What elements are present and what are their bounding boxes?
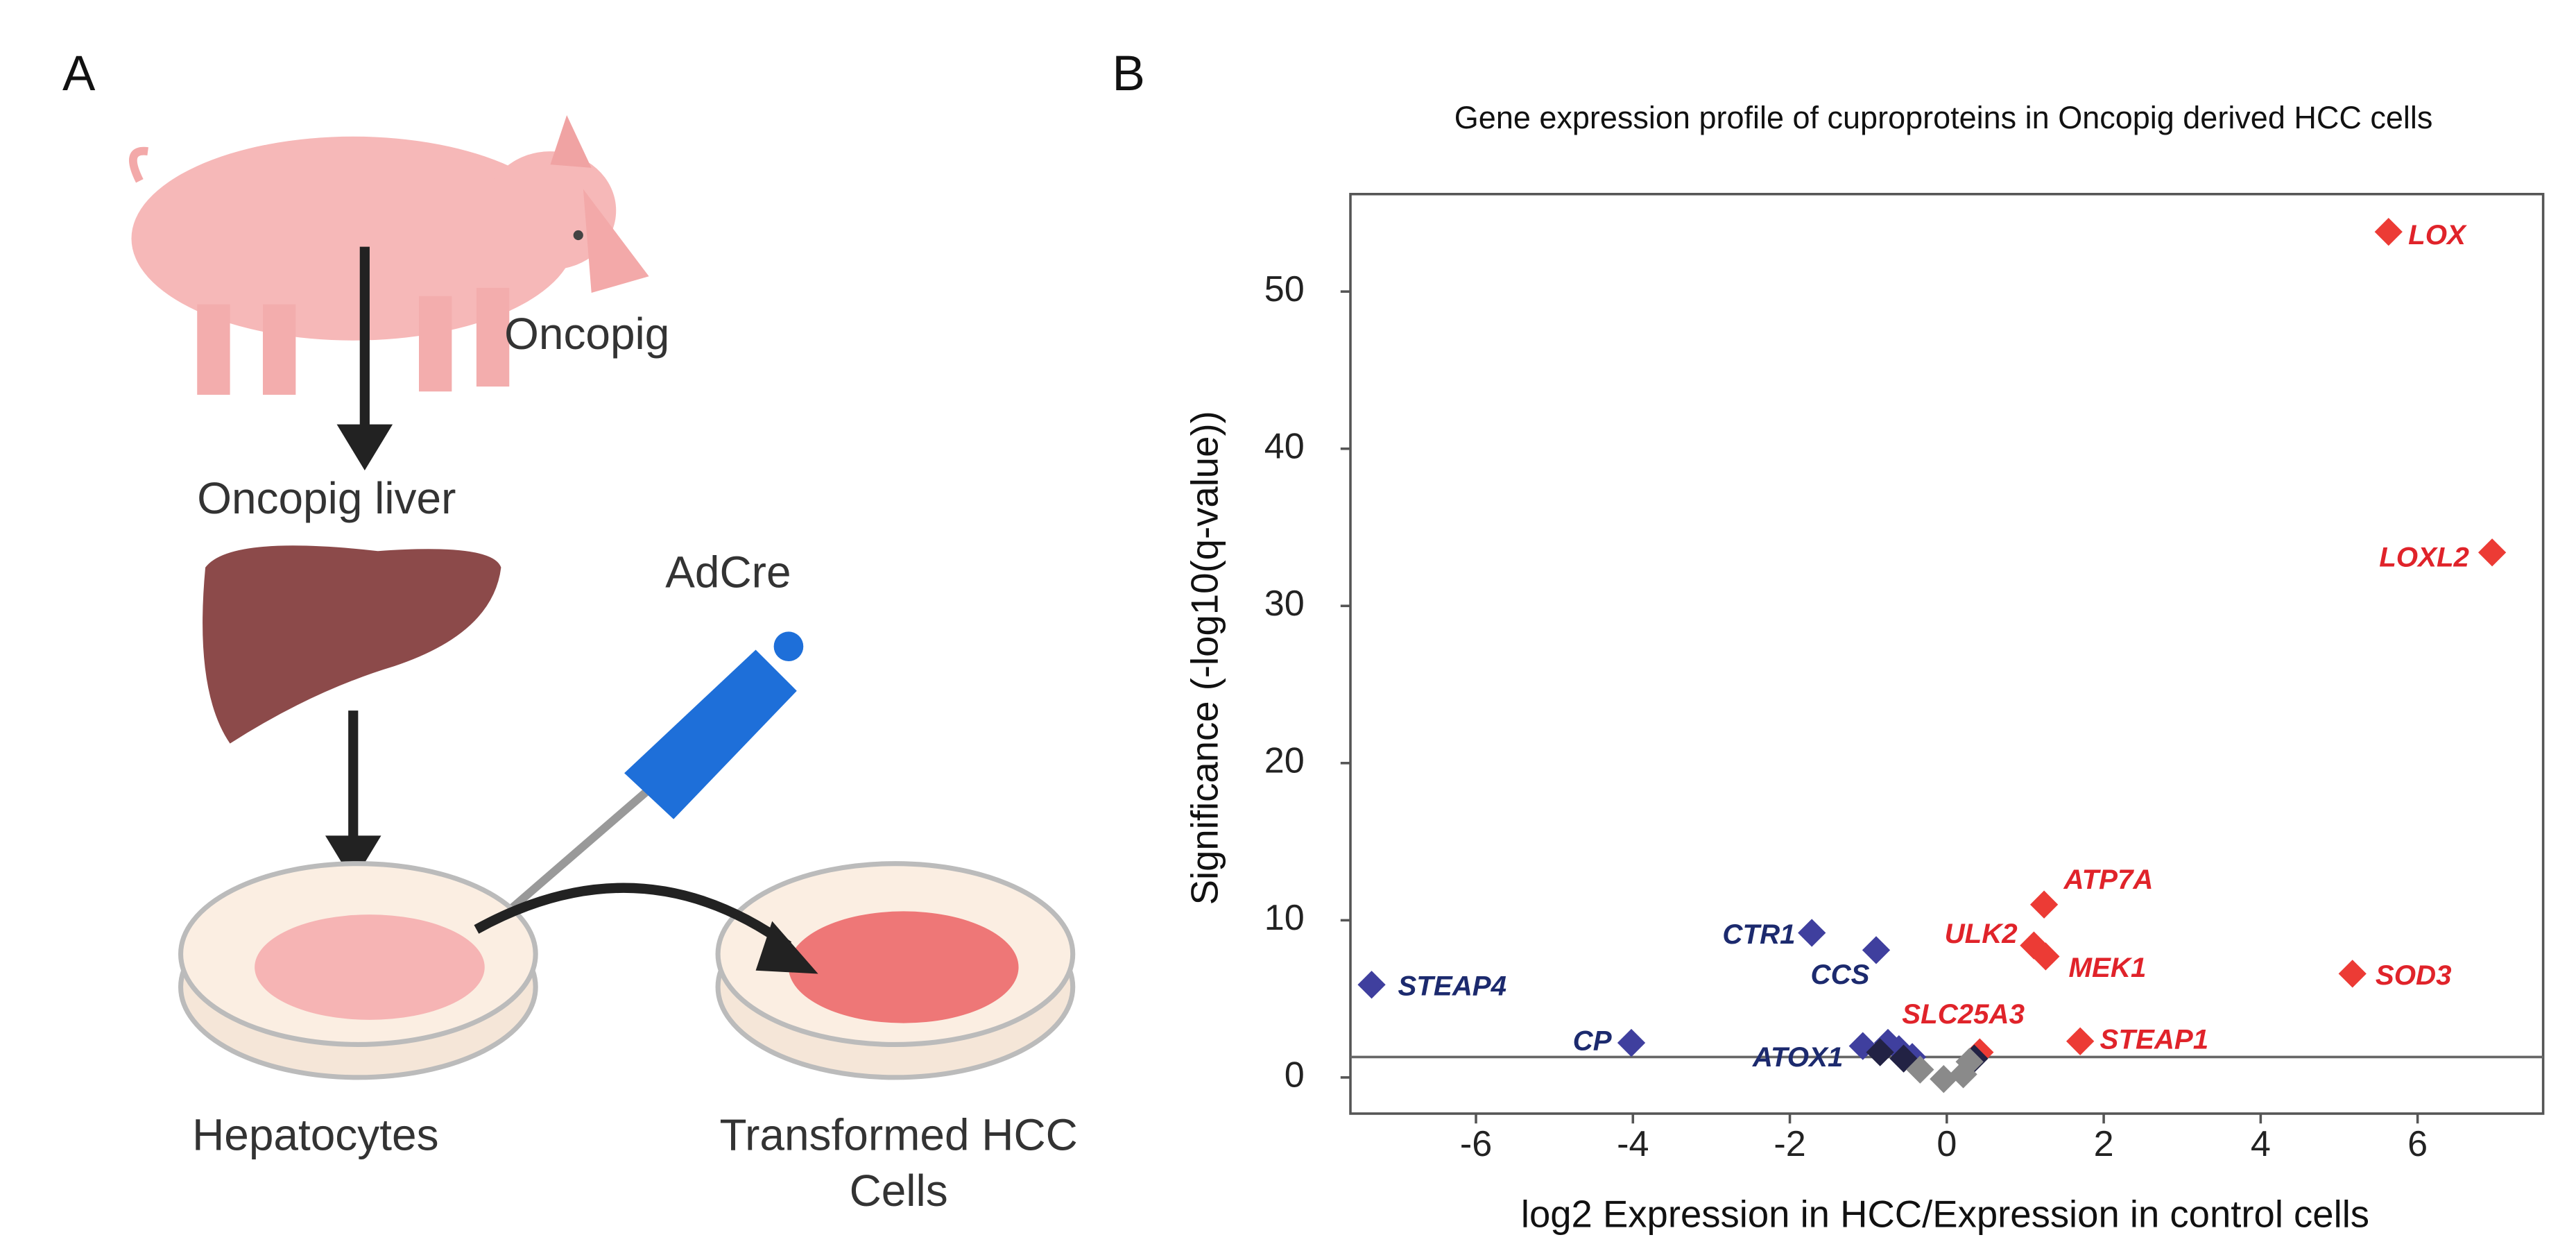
point-label: STEAP4 [1398,971,1506,1002]
point [2478,538,2507,567]
label: AdCre [665,547,791,597]
label: Oncopig [504,309,669,359]
point-label: CCS [1811,959,1870,990]
x-tick-label: -2 [1774,1124,1805,1164]
arrowhead [325,835,381,882]
panel-a: A Oncopig Oncopig liver AdCre [62,46,1078,1216]
arrow [474,883,792,950]
point [1862,936,1891,964]
point-label: SLC25A3 [1902,998,2025,1030]
label: Hepatocytes [192,1109,438,1159]
point-label: LOX [2408,219,2467,250]
x-tick-label: -4 [1617,1124,1649,1164]
y-tick-label: 50 [1264,269,1305,309]
y-axis-label: Significance (-log10(q-value)) [1183,411,1226,905]
x-axis-label: log2 Expression in HCC/Expression in con… [1521,1193,2369,1236]
point-label: SOD3 [2376,960,2452,991]
panel-letter: A [62,46,96,101]
point [2029,890,2059,919]
x-tick-label: 2 [2094,1124,2114,1164]
point [1357,971,1386,999]
point [1930,1065,1958,1093]
x-tick-label: 4 [2251,1124,2271,1164]
y-tick-label: 0 [1285,1055,1305,1096]
pig-icon [129,114,649,395]
liver-icon [203,545,501,744]
y-tick-label: 20 [1264,741,1305,781]
point-label: ATOX1 [1752,1041,1843,1073]
label: Transformed HCC [719,1109,1077,1159]
point [1866,1038,1894,1066]
point-label: CTR1 [1722,919,1795,950]
y-tick-label: 10 [1264,898,1305,938]
x-tick-label: -6 [1460,1124,1492,1164]
x-tick-label: 0 [1937,1124,1957,1164]
point [1906,1055,1934,1084]
point [1617,1028,1646,1057]
panel-letter: B [1113,46,1145,101]
point-label: LOXL2 [2379,541,2469,572]
point [1798,919,1826,947]
point-label: ULK2 [1945,918,2018,949]
x-tick-label: 6 [2407,1124,2428,1164]
arrowhead [336,424,393,471]
chart-title: Gene expression profile of cuproproteins… [1454,100,2433,135]
point-label: MEK1 [2069,952,2147,983]
point-label: CP [1573,1025,1612,1057]
label: Cells [850,1166,948,1216]
y-tick-label: 30 [1264,584,1305,624]
point [2032,942,2060,971]
y-tick-label: 40 [1264,426,1305,466]
arrowhead [755,921,818,974]
point [2338,960,2367,988]
point-label: ATP7A [2063,864,2154,895]
label: Oncopig liver [197,473,456,523]
point [2374,217,2403,246]
point [2066,1027,2095,1055]
dish-icon [178,861,1076,1080]
point-label: STEAP1 [2100,1023,2209,1055]
